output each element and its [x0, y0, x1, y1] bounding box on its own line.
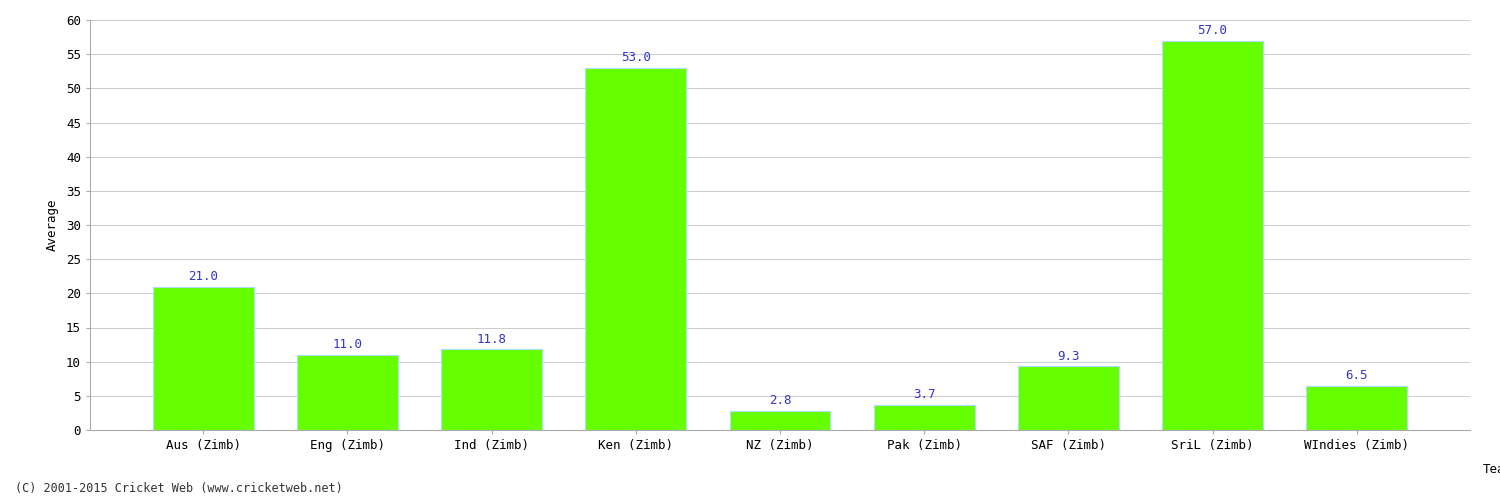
Text: 21.0: 21.0 [188, 270, 218, 283]
Text: 57.0: 57.0 [1197, 24, 1227, 37]
Text: (C) 2001-2015 Cricket Web (www.cricketweb.net): (C) 2001-2015 Cricket Web (www.cricketwe… [15, 482, 342, 495]
Text: 3.7: 3.7 [914, 388, 936, 402]
Text: 11.8: 11.8 [477, 333, 507, 346]
Bar [153, 286, 254, 430]
Bar [1162, 40, 1263, 430]
Text: 6.5: 6.5 [1346, 369, 1368, 382]
Text: 11.0: 11.0 [333, 338, 363, 351]
Text: 9.3: 9.3 [1058, 350, 1080, 363]
Text: 2.8: 2.8 [768, 394, 792, 407]
Bar [1306, 386, 1407, 430]
X-axis label: Team: Team [1482, 463, 1500, 476]
Bar [585, 68, 687, 430]
Bar [873, 404, 975, 430]
Bar [729, 411, 831, 430]
Bar [441, 350, 542, 430]
Text: 53.0: 53.0 [621, 52, 651, 64]
Bar [1019, 366, 1119, 430]
Y-axis label: Average: Average [46, 198, 58, 251]
Bar [297, 355, 398, 430]
